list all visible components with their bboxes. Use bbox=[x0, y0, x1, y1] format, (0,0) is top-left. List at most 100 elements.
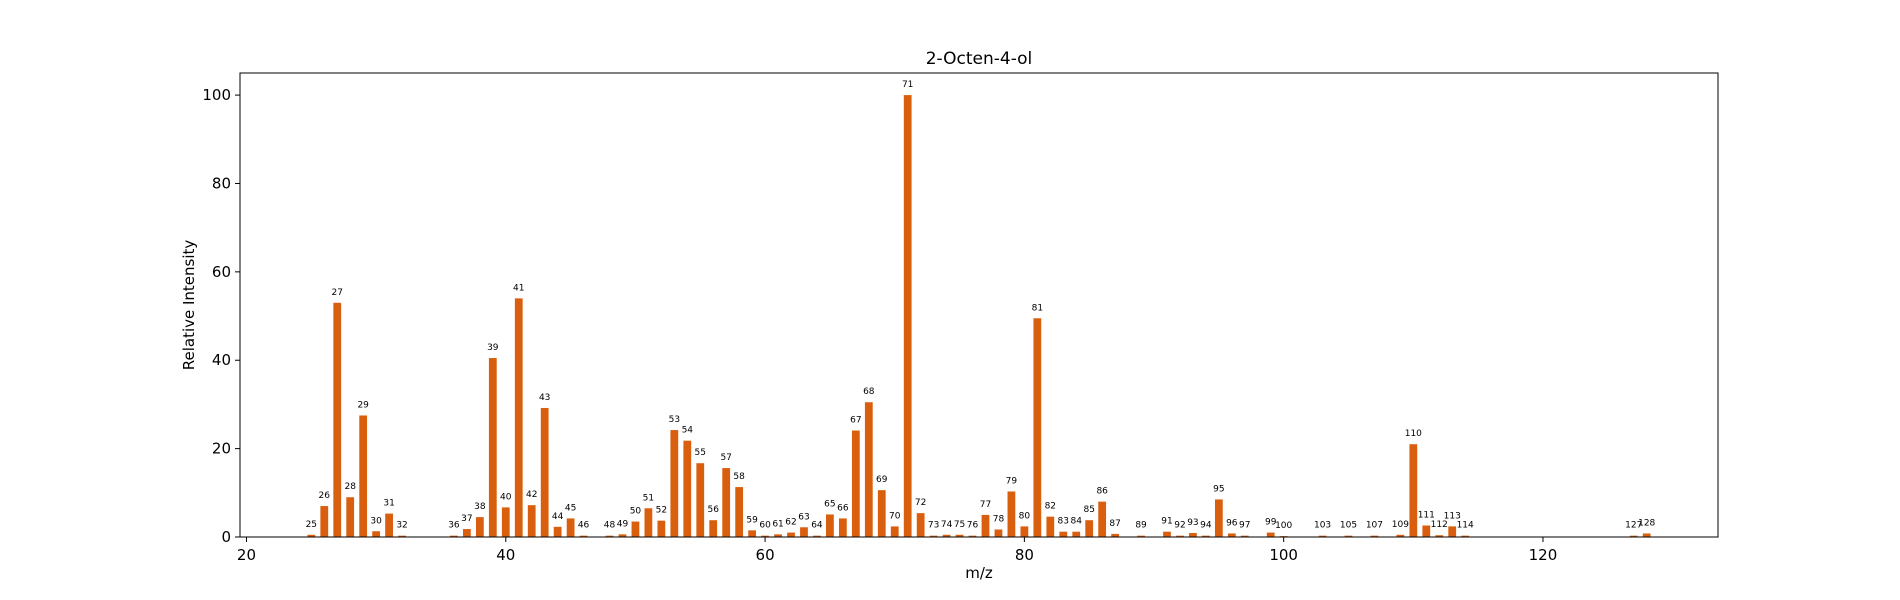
bar-mz-46 bbox=[579, 535, 588, 537]
bar-mz-51 bbox=[644, 508, 653, 537]
y-tick-label-0: 0 bbox=[221, 528, 231, 546]
y-tick-label-20: 20 bbox=[212, 440, 231, 458]
bar-mz-36 bbox=[450, 535, 458, 537]
data-label-mz-44: 44 bbox=[552, 512, 564, 522]
data-label-mz-68: 68 bbox=[863, 387, 875, 397]
bar-mz-40 bbox=[501, 507, 510, 537]
bar-mz-42 bbox=[527, 505, 536, 537]
bar-mz-32 bbox=[398, 535, 406, 537]
y-axis: 0 20 40 60 80 100 bbox=[202, 86, 240, 546]
bar-mz-69 bbox=[877, 490, 886, 537]
y-axis-title: Relative Intensity bbox=[180, 240, 198, 371]
data-label-mz-52: 52 bbox=[656, 506, 667, 516]
bar-mz-30 bbox=[372, 531, 381, 537]
chart-title: 2-Octen-4-ol bbox=[926, 49, 1033, 69]
bar-mz-87 bbox=[1111, 533, 1120, 537]
bar-mz-28 bbox=[346, 497, 355, 537]
bar-mz-25 bbox=[307, 534, 316, 537]
bar-mz-72 bbox=[916, 513, 925, 537]
bar-mz-110 bbox=[1409, 444, 1418, 537]
data-label-mz-55: 55 bbox=[695, 448, 706, 458]
data-label-mz-42: 42 bbox=[526, 490, 537, 500]
data-label-mz-91: 91 bbox=[1161, 517, 1172, 527]
data-label-mz-82: 82 bbox=[1045, 502, 1056, 512]
bar-mz-44 bbox=[553, 526, 562, 537]
bar-mz-105 bbox=[1344, 535, 1353, 537]
bar-mz-107 bbox=[1370, 535, 1379, 537]
bar-mz-94 bbox=[1201, 535, 1210, 537]
data-label-mz-94: 94 bbox=[1200, 521, 1212, 531]
data-label-mz-49: 49 bbox=[617, 519, 629, 529]
data-label-mz-69: 69 bbox=[876, 475, 888, 485]
data-label-mz-27: 27 bbox=[332, 288, 343, 298]
data-label-mz-79: 79 bbox=[1006, 476, 1018, 486]
data-label-mz-41: 41 bbox=[513, 283, 524, 293]
bar-mz-80 bbox=[1020, 526, 1029, 537]
bar-mz-49 bbox=[618, 534, 627, 537]
bar-mz-89 bbox=[1137, 535, 1145, 537]
bar-mz-66 bbox=[838, 518, 847, 537]
data-label-mz-31: 31 bbox=[383, 499, 394, 509]
data-label-mz-39: 39 bbox=[487, 343, 499, 353]
bar-mz-63 bbox=[800, 527, 808, 537]
data-label-mz-57: 57 bbox=[720, 453, 731, 463]
bar-mz-61 bbox=[774, 534, 782, 537]
bar-mz-31 bbox=[385, 513, 393, 537]
bar-mz-52 bbox=[657, 520, 666, 537]
bar-mz-70 bbox=[890, 526, 899, 537]
bar-mz-53 bbox=[670, 430, 679, 537]
data-label-mz-40: 40 bbox=[500, 492, 512, 502]
data-label-mz-99: 99 bbox=[1265, 518, 1277, 528]
bar-mz-79 bbox=[1007, 491, 1016, 537]
x-axis: 20 40 60 80 100 120 bbox=[237, 537, 1557, 564]
bar-mz-99 bbox=[1266, 532, 1275, 537]
data-label-mz-109: 109 bbox=[1392, 520, 1409, 530]
data-label-mz-63: 63 bbox=[798, 512, 809, 522]
x-tick-label-60: 60 bbox=[756, 546, 775, 564]
bar-mz-60 bbox=[761, 535, 769, 537]
bar-mz-111 bbox=[1422, 525, 1431, 537]
data-label-mz-59: 59 bbox=[746, 515, 758, 525]
bar-mz-55 bbox=[696, 463, 705, 537]
data-label-mz-75: 75 bbox=[954, 520, 965, 530]
data-label-mz-30: 30 bbox=[370, 516, 382, 526]
data-label-mz-46: 46 bbox=[578, 521, 590, 531]
data-label-mz-85: 85 bbox=[1083, 505, 1094, 515]
plot-frame bbox=[239, 72, 1719, 538]
bar-mz-39 bbox=[488, 358, 497, 537]
x-tick-label-20: 20 bbox=[237, 546, 256, 564]
data-label-mz-110: 110 bbox=[1405, 429, 1422, 439]
bar-mz-84 bbox=[1072, 531, 1081, 537]
bar-mz-92 bbox=[1176, 535, 1184, 537]
bar-mz-56 bbox=[709, 520, 718, 537]
data-label-mz-103: 103 bbox=[1314, 521, 1331, 531]
data-label-mz-114: 114 bbox=[1457, 521, 1474, 531]
x-tick-label-100: 100 bbox=[1269, 546, 1298, 564]
bar-mz-78 bbox=[994, 529, 1003, 537]
bar-mz-83 bbox=[1059, 531, 1068, 537]
bar-mz-65 bbox=[826, 514, 834, 537]
data-label-mz-105: 105 bbox=[1340, 521, 1357, 531]
data-label-mz-62: 62 bbox=[785, 518, 796, 528]
y-tick-label-80: 80 bbox=[212, 174, 231, 192]
bar-mz-59 bbox=[748, 530, 757, 537]
data-label-mz-86: 86 bbox=[1096, 487, 1108, 497]
data-label-mz-53: 53 bbox=[669, 415, 680, 425]
data-label-mz-32: 32 bbox=[396, 521, 407, 531]
data-label-mz-74: 74 bbox=[941, 520, 953, 530]
bar-mz-71 bbox=[903, 95, 912, 537]
bar-mz-103 bbox=[1318, 535, 1327, 537]
data-label-mz-64: 64 bbox=[811, 521, 823, 531]
data-label-mz-38: 38 bbox=[474, 502, 486, 512]
data-label-mz-113: 113 bbox=[1444, 511, 1461, 521]
bar-mz-113 bbox=[1448, 526, 1457, 537]
data-label-mz-71: 71 bbox=[902, 80, 913, 90]
data-label-mz-25: 25 bbox=[306, 520, 317, 530]
bar-mz-97 bbox=[1240, 535, 1249, 537]
bar-mz-38 bbox=[475, 517, 484, 537]
bar-mz-91 bbox=[1163, 531, 1171, 537]
bar-mz-81 bbox=[1033, 318, 1042, 537]
data-label-mz-111: 111 bbox=[1418, 511, 1435, 521]
x-tick-label-120: 120 bbox=[1529, 546, 1558, 564]
